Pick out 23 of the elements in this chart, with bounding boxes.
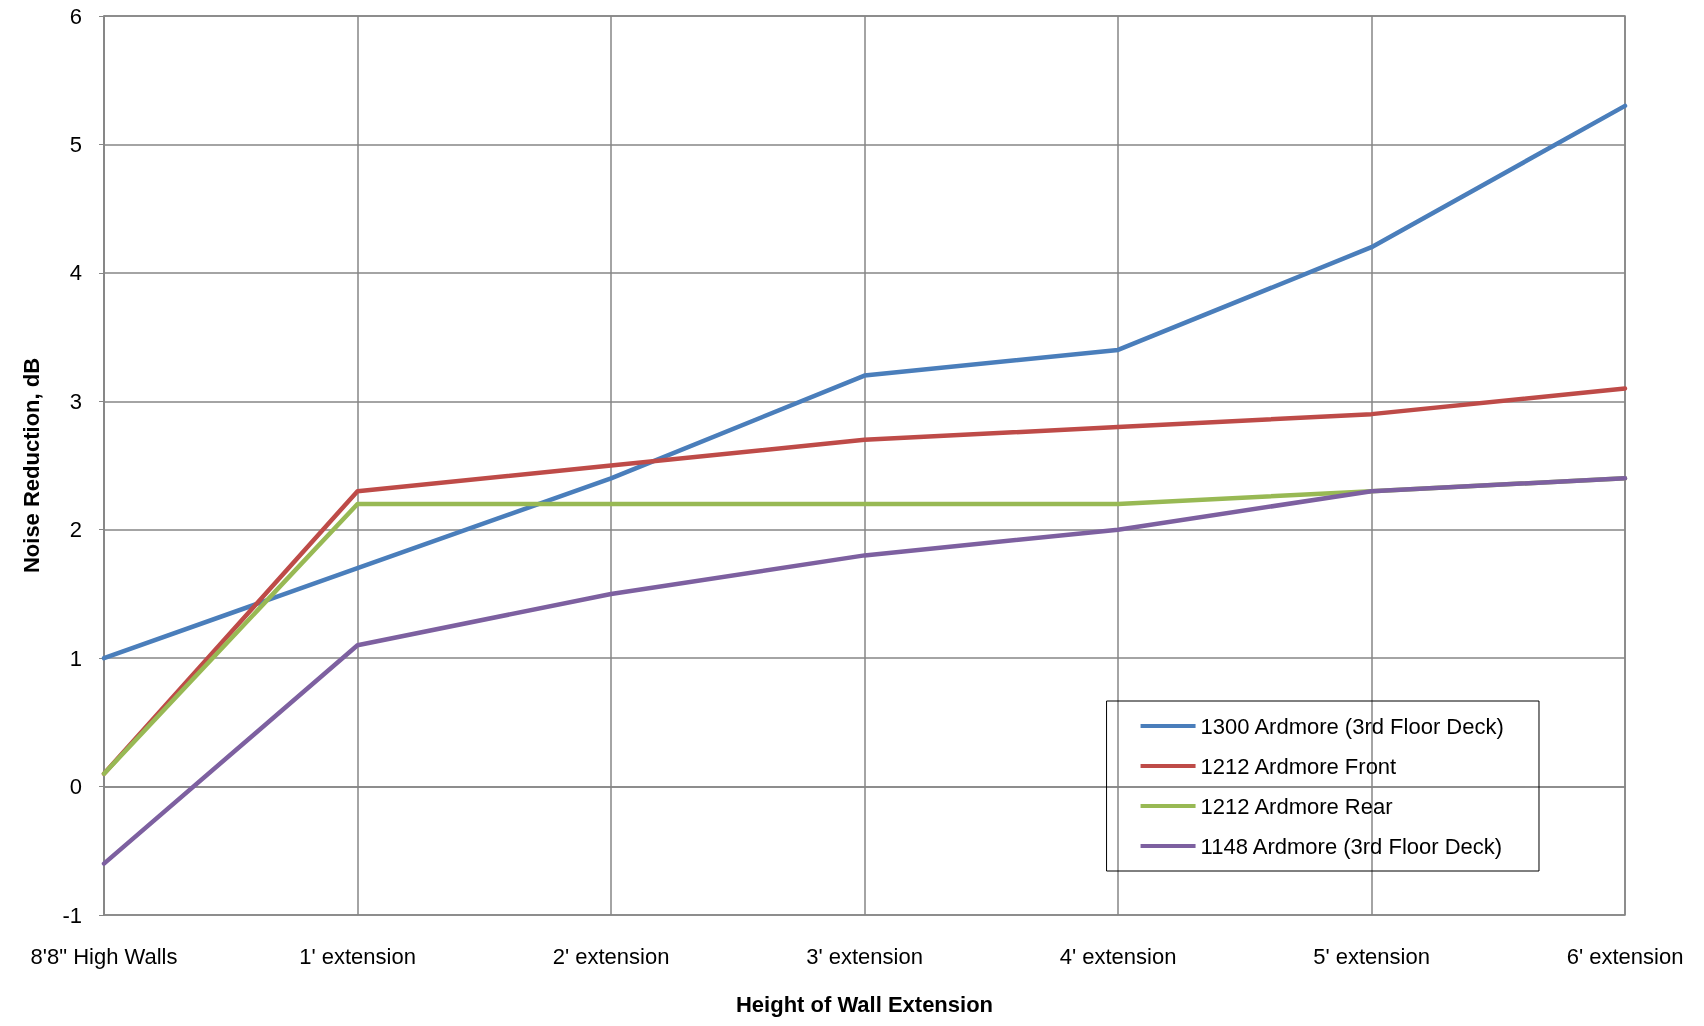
x-tick-label: 2' extension: [552, 943, 670, 969]
y-tick-label: 5: [69, 131, 82, 157]
y-tick-label: 0: [69, 774, 82, 800]
x-tick-label: 4' extension: [1059, 943, 1177, 969]
y-tick-label: 1: [69, 645, 82, 671]
y-tick-label: 3: [69, 388, 82, 414]
legend-label: 1212 Ardmore Front: [1200, 753, 1397, 779]
line-series: [101, 476, 1628, 866]
x-tick-label: 3' extension: [806, 943, 923, 969]
legend-label: 1148 Ardmore (3rd Floor Deck): [1200, 833, 1503, 859]
x-axis-title: Height of Wall Extension: [735, 991, 994, 1017]
y-tick-label: 2: [69, 517, 82, 543]
y-axis-title: Noise Reduction, dB: [18, 357, 44, 574]
x-tick-label: 1' extension: [299, 943, 416, 969]
y-tick-label: -1: [62, 902, 82, 928]
legend-label: 1300 Ardmore (3rd Floor Deck): [1200, 713, 1504, 739]
legend-label: 1212 Ardmore Rear: [1200, 793, 1393, 819]
x-tick-label: 5' extension: [1313, 943, 1430, 969]
y-tick-label: 4: [69, 260, 82, 286]
x-tick-label: 6' extension: [1566, 943, 1684, 969]
line-series: [101, 103, 1628, 661]
x-tick-label: 8'8" High Walls: [30, 943, 178, 969]
y-tick-label: 6: [69, 3, 82, 29]
